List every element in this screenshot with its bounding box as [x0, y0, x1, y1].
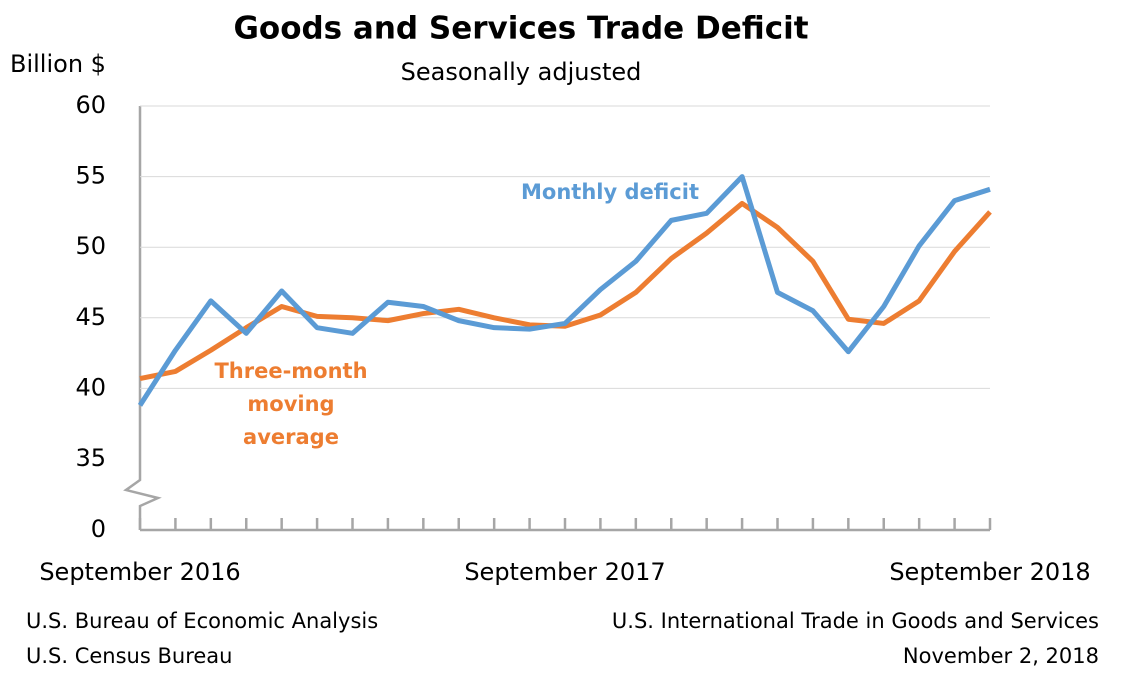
source-note: November 2, 2018: [903, 644, 1099, 668]
chart-subtitle: Seasonally adjusted: [401, 58, 642, 86]
source-note: U.S. Bureau of Economic Analysis: [26, 609, 378, 633]
y-tick-label: 55: [75, 162, 106, 190]
series-label: Monthly deficit: [521, 180, 699, 204]
data-line: [139, 200, 992, 381]
series-label: Three-month moving average: [214, 359, 368, 449]
source-note: U.S. International Trade in Goods and Se…: [612, 609, 1099, 633]
y-tick-label: 35: [75, 444, 106, 472]
x-tick-label: September 2016: [39, 558, 240, 586]
y-tick-label: 0: [91, 515, 106, 543]
y-axis-line: [123, 106, 162, 530]
source-note: U.S. Census Bureau: [26, 644, 232, 668]
y-tick-label: 60: [75, 91, 106, 119]
y-tick-label: 50: [75, 232, 106, 260]
data-line: [137, 174, 991, 407]
x-tick-label: September 2017: [464, 558, 665, 586]
y-tick-label: 45: [75, 303, 106, 331]
y-axis-label: Billion $: [10, 50, 106, 78]
chart-title: Goods and Services Trade Deficit: [233, 11, 808, 47]
x-tick-label: September 2018: [889, 558, 1090, 586]
y-tick-label: 40: [75, 373, 106, 401]
